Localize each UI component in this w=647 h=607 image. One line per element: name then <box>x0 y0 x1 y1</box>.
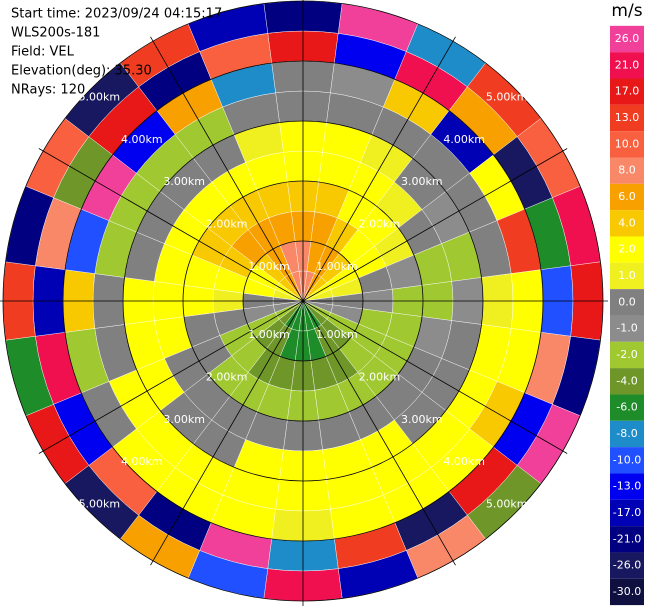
info-text: Elevation(deg): 35.30 <box>11 64 152 79</box>
range-ring <box>2 0 604 602</box>
colorbar-label: 2.0 <box>618 243 636 256</box>
colorbar-label: -26.0 <box>613 559 641 572</box>
range-ring-label: 4.00km <box>443 133 485 146</box>
colorbar-band <box>610 210 644 237</box>
colorbar-label: -13.0 <box>613 480 641 493</box>
colorbar-label: 21.0 <box>615 58 640 71</box>
info-text: NRays: 120 <box>11 83 85 98</box>
colorbar-label: 26.0 <box>615 32 640 45</box>
info-text: Start time: 2023/09/24 04:15:17 <box>11 7 222 22</box>
colorbar-band <box>610 499 644 527</box>
range-ring-label: 5.00km <box>486 90 528 103</box>
colorbar-band <box>610 315 644 342</box>
range-ring-label: 3.00km <box>163 413 205 426</box>
colorbar-label: 6.0 <box>618 190 636 203</box>
colorbar-band <box>610 131 644 158</box>
info-text: Field: VEL <box>11 45 75 60</box>
colorbar-title: m/s <box>611 1 642 21</box>
colorbar-band <box>610 578 644 606</box>
colorbar-band <box>610 552 644 579</box>
range-ring <box>122 120 484 482</box>
range-ring-label: 1.00km <box>316 328 358 341</box>
colorbar-band <box>610 473 644 500</box>
colorbar-band <box>610 157 644 184</box>
colorbar-label: 0.0 <box>618 295 636 308</box>
colorbar-label: 13.0 <box>615 111 640 124</box>
colorbar-band <box>610 368 644 395</box>
range-ring-label: 1.00km <box>316 260 358 273</box>
colorbar-band <box>610 25 644 53</box>
colorbar-band <box>610 447 644 474</box>
range-ring <box>62 60 544 542</box>
colorbar-label: 4.0 <box>618 216 636 229</box>
range-ring <box>182 180 424 422</box>
colorbar-label: 1.0 <box>618 269 636 282</box>
info-text: WLS200s-181 <box>11 26 100 41</box>
range-ring-label: 5.00km <box>79 498 121 511</box>
colorbar-label: -30.0 <box>613 585 641 598</box>
colorbar-label: -2.0 <box>616 348 637 361</box>
colorbar-band <box>610 104 644 132</box>
colorbar-label: -10.0 <box>613 453 641 466</box>
range-ring-label: 5.00km <box>79 90 121 103</box>
range-ring-label: 2.00km <box>206 370 248 383</box>
colorbar-label: -4.0 <box>616 374 637 387</box>
range-ring-label: 2.00km <box>359 370 401 383</box>
colorbar-band <box>610 262 644 290</box>
range-ring-label: 2.00km <box>359 218 401 231</box>
range-ring-label: 3.00km <box>401 413 443 426</box>
colorbar-label: -6.0 <box>616 401 637 414</box>
spoke-line <box>150 36 456 566</box>
colorbar-band <box>610 341 644 369</box>
range-ring-label: 4.00km <box>443 455 485 468</box>
colorbar-label: -1.0 <box>616 322 637 335</box>
range-ring-label: 3.00km <box>163 175 205 188</box>
range-ring-label: 4.00km <box>121 455 163 468</box>
colorbar-band <box>610 78 644 105</box>
range-ring-label: 5.00km <box>486 498 528 511</box>
range-ring <box>242 240 364 362</box>
colorbar-band <box>610 183 644 211</box>
colorbar-label: -8.0 <box>616 427 637 440</box>
colorbar-band <box>610 52 644 79</box>
colorbar-band <box>610 394 644 421</box>
range-ring-label: 4.00km <box>121 133 163 146</box>
colorbar-label: 17.0 <box>615 85 640 98</box>
colorbar-band <box>610 420 644 448</box>
range-ring-label: 1.00km <box>248 328 290 341</box>
colorbar-band <box>610 236 644 263</box>
range-ring-label: 2.00km <box>206 218 248 231</box>
colorbar-band <box>610 289 644 316</box>
colorbar-label: -21.0 <box>613 532 641 545</box>
colorbar-label: 8.0 <box>618 164 636 177</box>
colorbar-band <box>610 526 644 553</box>
range-ring-label: 3.00km <box>401 175 443 188</box>
colorbar-label: 10.0 <box>615 137 640 150</box>
colorbar-label: -17.0 <box>613 506 641 519</box>
range-ring-label: 1.00km <box>248 260 290 273</box>
